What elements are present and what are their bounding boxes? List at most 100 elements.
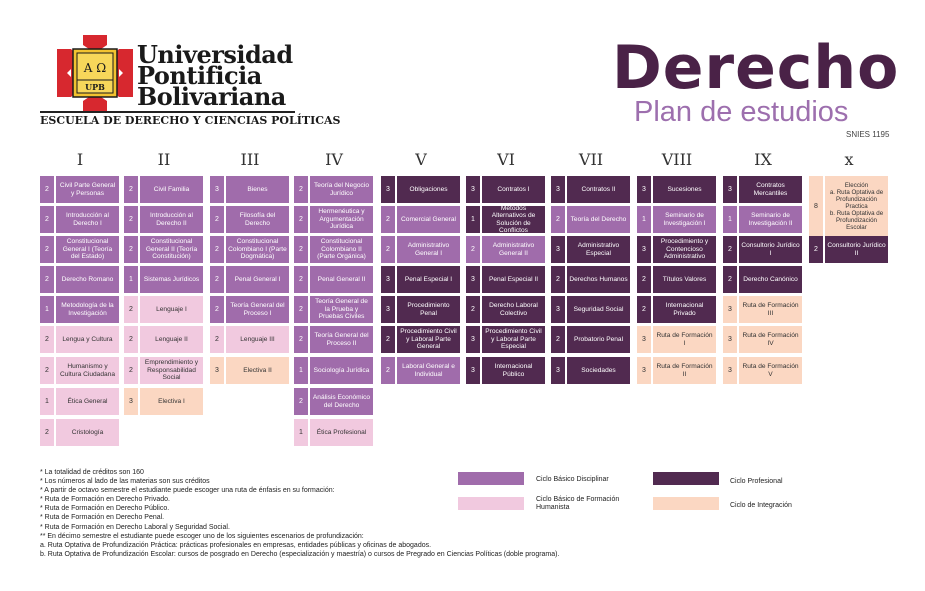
course-credits: 2 (551, 206, 565, 233)
course-name: Teoría del Negocio Jurídico (310, 176, 373, 203)
svg-text:UPB: UPB (85, 82, 105, 92)
course-cell: 2 Derechos Humanos (551, 266, 630, 293)
course-name: Métodos Alternativos de Solución de Conf… (482, 205, 545, 234)
footnote-line: * Ruta de Formación en Derecho Público. (40, 505, 170, 513)
course-name: Seguridad Social (567, 296, 630, 323)
course-credits: 3 (381, 266, 395, 293)
course-credits: 3 (637, 236, 651, 263)
course-cell: 2 Constitucional Colombiano II (Parte Org… (294, 236, 373, 263)
course-name: Penal General II (310, 266, 373, 293)
course-credits: 1 (466, 206, 480, 233)
course-cell: 2 Constitucional Colombiano I (Parte Dogm… (210, 236, 289, 263)
course-cell: 2 Probatorio Penal (551, 326, 630, 353)
course-credits: 2 (124, 296, 138, 323)
course-credits: 3 (723, 326, 737, 353)
course-name: Probatorio Penal (567, 326, 630, 353)
course-name: Internacional Público (482, 357, 545, 384)
footnote-line: * La totalidad de créditos son 160 (40, 469, 144, 476)
course-credits: 2 (124, 176, 138, 203)
course-cell: 3 Ruta de Formación V (723, 357, 802, 384)
course-credits: 2 (381, 326, 395, 353)
course-credits: 3 (466, 266, 480, 293)
course-name: Introducción al Derecho II (140, 206, 203, 233)
footnote-line: * Los números al lado de las materias so… (40, 478, 210, 486)
course-name: Lengua y Cultura (56, 326, 119, 353)
course-credits: 3 (723, 296, 737, 323)
course-credits: 1 (294, 419, 308, 446)
course-cell: 2 Procedimiento Civil y Laboral Parte Gen… (381, 326, 460, 353)
course-cell: 2 Hermenéutica y Argumentación Jurídica (294, 206, 373, 233)
course-name: Constitucional Colombiano I (Parte Dogmá… (226, 236, 289, 263)
course-name: Análisis Económico del Derecho (310, 388, 373, 415)
course-credits: 2 (210, 266, 224, 293)
course-credits: 2 (381, 357, 395, 384)
course-name: Filosofía del Derecho (226, 206, 289, 233)
course-name: Humanismo y Cultura Ciudadana (56, 357, 119, 384)
course-cell: 3 Administrativo Especial (551, 236, 630, 263)
course-cell: 2 Introducción al Derecho I (40, 206, 119, 233)
footnotes: * La totalidad de créditos son 160 * Los … (40, 468, 580, 559)
course-name: Electiva I (140, 388, 203, 415)
course-cell: 1 Ética General (40, 388, 119, 415)
course-cell: 2 Civil Parte General y Personas (40, 176, 119, 203)
course-cell: 2 Emprendimiento y Responsabilidad Social (124, 357, 203, 384)
course-cell: 2 Filosofía del Derecho (210, 206, 289, 233)
course-credits: 2 (381, 236, 395, 263)
course-credits: 8 (809, 176, 823, 236)
course-name: Electiva II (226, 357, 289, 384)
course-name: Contratos II (567, 176, 630, 203)
course-credits: 3 (466, 326, 480, 353)
course-credits: 2 (723, 236, 737, 263)
course-credits: 2 (294, 236, 308, 263)
upb-logo: Α Ω UPB (57, 35, 133, 111)
course-cell: 3 Procedimiento y Contencioso Administrat… (637, 236, 716, 263)
course-cell: 2 Derecho Canónico (723, 266, 802, 293)
page-title: Derecho (612, 33, 900, 103)
course-credits: 2 (210, 326, 224, 353)
course-name: Sociedades (567, 357, 630, 384)
course-name: Administrativo General II (482, 236, 545, 263)
course-credits: 1 (637, 206, 651, 233)
course-credits: 2 (40, 266, 54, 293)
course-credits: 1 (294, 357, 308, 384)
course-name: Teoría General del Proceso I (226, 296, 289, 323)
course-cell: 3 Obligaciones (381, 176, 460, 203)
course-cell: 2 Teoría General del Proceso I (210, 296, 289, 323)
course-cell: 2 Teoría del Negocio Jurídico (294, 176, 373, 203)
course-cell: 3 Procedimiento Penal (381, 296, 460, 323)
course-credits: 2 (40, 206, 54, 233)
svg-text:Α Ω: Α Ω (83, 61, 106, 75)
course-credits: 3 (551, 176, 565, 203)
course-cell: 2 Lenguaje I (124, 296, 203, 323)
course-name: Administrativo Especial (567, 236, 630, 263)
course-cell: 2 Introducción al Derecho II (124, 206, 203, 233)
course-cell: 1 Sistemas Jurídicos (124, 266, 203, 293)
legend-swatch-cbd (458, 472, 524, 485)
course-cell: 2 Humanismo y Cultura Ciudadana (40, 357, 119, 384)
legend-label-cbd: Ciclo Básico Disciplinar (536, 476, 609, 483)
course-credits: 2 (637, 266, 651, 293)
course-credits: 2 (40, 357, 54, 384)
course-name: Ruta de Formación IV (739, 326, 802, 353)
course-name: Administrativo General I (397, 236, 460, 263)
school-name: ESCUELA DE DERECHO Y CIENCIAS POLÍTICAS (40, 114, 341, 127)
course-credits: 3 (210, 357, 224, 384)
course-name: Seminario de Investigación I (653, 206, 716, 233)
course-credits: 2 (124, 206, 138, 233)
course-name: Metodología de la Investigación (56, 296, 119, 323)
course-credits: 2 (466, 236, 480, 263)
course-name: Comercial General (397, 206, 460, 233)
course-name: Laboral General e Individual (397, 357, 460, 384)
course-cell: 2 Penal General I (210, 266, 289, 293)
course-name: Consultorio Jurídico I (739, 236, 802, 263)
course-name: Teoría General del Proceso II (310, 326, 373, 353)
course-cell: 2 Lengua y Cultura (40, 326, 119, 353)
course-cell: 2 Derecho Laboral Colectivo (466, 296, 545, 323)
course-cell: 2 Derecho Romano (40, 266, 119, 293)
semester-header: VIII (661, 150, 693, 169)
course-cell: 3 Ruta de Formación IV (723, 326, 802, 353)
course-cell: 1 Métodos Alternativos de Solución de Con… (466, 205, 545, 234)
semester-header: VII (578, 150, 604, 169)
course-credits: 3 (637, 326, 651, 353)
university-name: Universidad Pontificia Bolivariana (137, 40, 293, 111)
